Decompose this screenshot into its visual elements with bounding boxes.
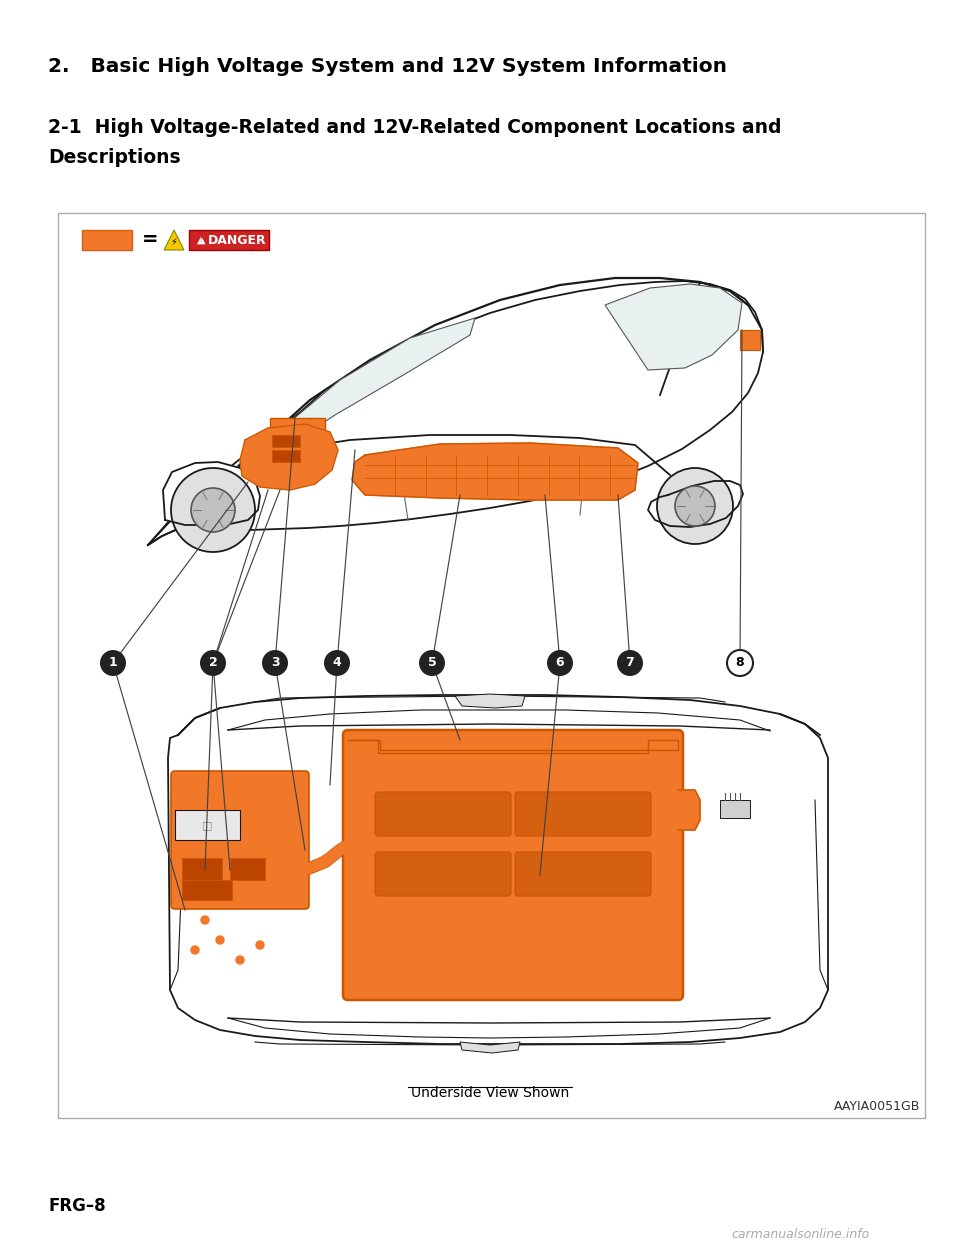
Circle shape [191, 946, 199, 954]
Polygon shape [678, 790, 700, 830]
Circle shape [191, 488, 235, 532]
Text: Descriptions: Descriptions [48, 148, 180, 166]
Bar [272, 450, 300, 462]
FancyBboxPatch shape [375, 792, 511, 836]
Text: carmanualsonline.info: carmanualsonline.info [732, 1228, 870, 1241]
Bar [270, 419, 325, 456]
Circle shape [216, 936, 224, 944]
Text: !: ! [200, 236, 203, 245]
Text: 3: 3 [271, 657, 279, 669]
Bar [182, 858, 222, 881]
Polygon shape [460, 1042, 520, 1053]
Text: 1: 1 [108, 657, 117, 669]
Polygon shape [230, 318, 475, 478]
Circle shape [256, 941, 264, 949]
Polygon shape [240, 424, 338, 491]
Circle shape [419, 650, 445, 676]
Circle shape [262, 650, 288, 676]
Polygon shape [168, 696, 828, 1045]
Bar [82, 230, 132, 250]
FancyBboxPatch shape [343, 730, 683, 1000]
Circle shape [324, 650, 350, 676]
Bar [58, 212, 925, 1118]
Bar [230, 858, 265, 881]
Bar [175, 810, 240, 840]
FancyBboxPatch shape [375, 852, 511, 895]
Polygon shape [148, 281, 763, 545]
Bar [182, 881, 232, 900]
Bar [272, 435, 300, 447]
Text: AAYIA0051GB: AAYIA0051GB [833, 1100, 920, 1113]
Polygon shape [348, 740, 678, 753]
Bar [740, 330, 760, 350]
Circle shape [171, 468, 255, 551]
Text: ▲: ▲ [197, 235, 205, 245]
Text: 6: 6 [556, 657, 564, 669]
Text: □: □ [202, 820, 212, 830]
Bar [189, 230, 269, 250]
Circle shape [675, 486, 715, 527]
Circle shape [617, 650, 643, 676]
Circle shape [547, 650, 573, 676]
Bar [720, 800, 750, 818]
FancyBboxPatch shape [171, 771, 309, 909]
Polygon shape [605, 284, 742, 370]
Text: 2-1  High Voltage-Related and 12V-Related Component Locations and: 2-1 High Voltage-Related and 12V-Related… [48, 118, 781, 137]
Polygon shape [163, 462, 260, 525]
Circle shape [201, 917, 209, 924]
Circle shape [100, 650, 126, 676]
Polygon shape [352, 443, 638, 501]
Text: 2: 2 [208, 657, 217, 669]
Text: Underside View Shown: Underside View Shown [411, 1086, 569, 1100]
Circle shape [200, 650, 226, 676]
Circle shape [727, 650, 753, 676]
Circle shape [657, 468, 733, 544]
Polygon shape [164, 230, 184, 250]
Text: 8: 8 [735, 657, 744, 669]
Text: 4: 4 [332, 657, 342, 669]
Circle shape [236, 956, 244, 964]
FancyBboxPatch shape [515, 792, 651, 836]
Text: =: = [142, 231, 158, 250]
Text: DANGER: DANGER [207, 233, 266, 246]
FancyBboxPatch shape [515, 852, 651, 895]
Text: 5: 5 [427, 657, 437, 669]
Text: 7: 7 [626, 657, 635, 669]
Text: 2.   Basic High Voltage System and 12V System Information: 2. Basic High Voltage System and 12V Sys… [48, 57, 727, 76]
Text: FRG–8: FRG–8 [48, 1197, 106, 1215]
Text: ⚡: ⚡ [171, 237, 178, 247]
Polygon shape [648, 481, 743, 527]
Polygon shape [455, 694, 525, 708]
